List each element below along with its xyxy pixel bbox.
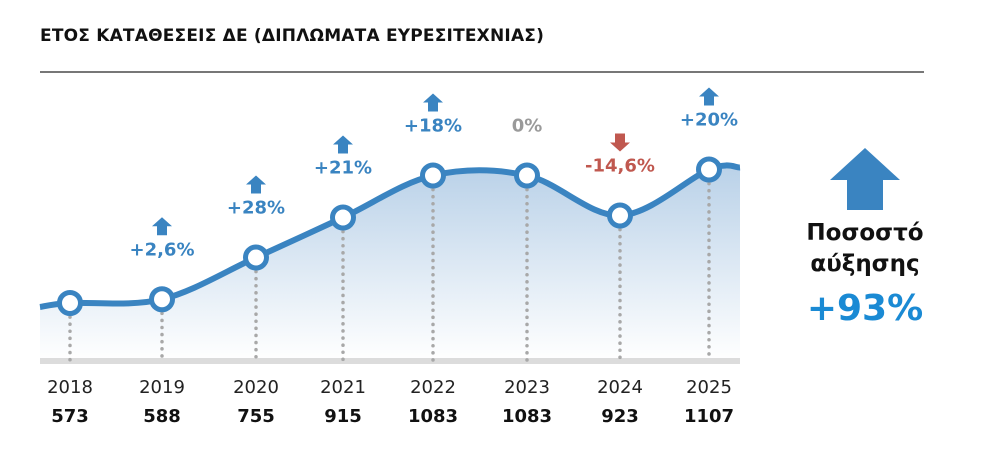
summary-panel: Ποσοστό αύξησης +93% xyxy=(790,148,940,329)
summary-label-1: Ποσοστό xyxy=(806,220,924,246)
up-arrow-icon xyxy=(333,135,353,154)
series-line xyxy=(39,162,741,310)
data-point-2021 xyxy=(330,204,356,231)
year-label: 2025 xyxy=(686,377,732,398)
year-label: 2023 xyxy=(504,377,550,398)
up-arrow-icon xyxy=(830,148,900,210)
title-divider xyxy=(40,71,924,73)
change-label: 0% xyxy=(512,116,543,137)
summary-value: +93% xyxy=(806,288,924,329)
data-point-2019 xyxy=(149,286,175,313)
year-label: 2020 xyxy=(233,377,279,398)
data-point-2018 xyxy=(57,290,83,316)
value-label: 755 xyxy=(237,406,275,427)
value-label: 1083 xyxy=(408,406,458,427)
change-label: +28% xyxy=(227,198,285,219)
change-label: +21% xyxy=(314,158,372,179)
change-label: -14,6% xyxy=(585,156,655,177)
change-label: +20% xyxy=(680,110,738,131)
up-arrow-icon xyxy=(423,93,443,112)
value-label: 573 xyxy=(51,406,89,427)
change-label: +18% xyxy=(404,116,462,137)
year-label: 2018 xyxy=(47,377,93,398)
value-label: 923 xyxy=(601,406,639,427)
baseline-axis xyxy=(40,358,740,364)
value-label: 1083 xyxy=(502,406,552,427)
year-label: 2019 xyxy=(139,377,185,398)
data-point-2020 xyxy=(243,244,269,271)
data-point-2024 xyxy=(607,202,633,229)
value-label: 588 xyxy=(143,406,181,427)
up-arrow-icon xyxy=(152,217,172,236)
area-fill xyxy=(40,165,740,360)
data-point-2023 xyxy=(514,162,540,189)
year-label: 2021 xyxy=(320,377,366,398)
up-arrow-icon xyxy=(246,175,266,194)
year-label: 2024 xyxy=(597,377,643,398)
up-arrow-icon xyxy=(699,87,719,106)
value-label: 1107 xyxy=(684,406,734,427)
down-arrow-icon xyxy=(610,133,630,152)
value-label: 915 xyxy=(324,406,362,427)
data-point-2022 xyxy=(420,162,446,189)
chart-title: ΕΤΟΣ ΚΑΤΑΘΕΣΕΙΣ ΔΕ (ΔΙΠΛΩΜΑΤΑ ΕΥΡΕΣΙΤΕΧΝ… xyxy=(40,26,545,46)
data-point-2025 xyxy=(696,156,722,183)
change-label: +2,6% xyxy=(129,239,194,260)
summary-label-2: αύξησης xyxy=(810,251,920,277)
year-label: 2022 xyxy=(410,377,456,398)
